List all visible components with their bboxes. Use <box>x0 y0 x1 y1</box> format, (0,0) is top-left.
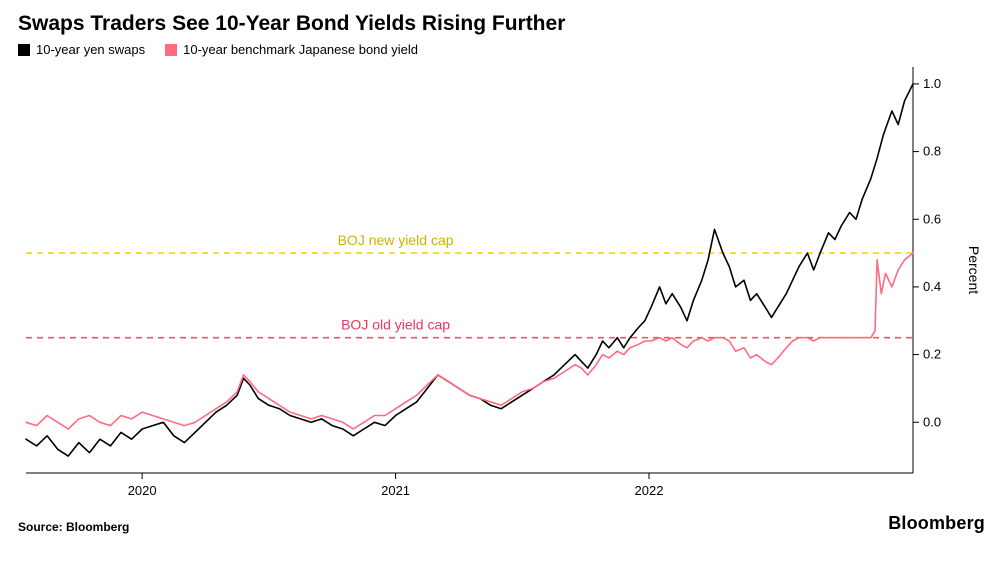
legend-label-bond: 10-year benchmark Japanese bond yield <box>183 42 418 57</box>
boj-old-cap-label: BOJ old yield cap <box>341 317 450 333</box>
source-text: Source: Bloomberg <box>18 520 129 534</box>
svg-text:Percent: Percent <box>966 246 982 294</box>
svg-text:2022: 2022 <box>635 483 664 498</box>
svg-text:0.4: 0.4 <box>923 279 941 294</box>
legend: 10-year yen swaps 10-year benchmark Japa… <box>18 42 985 57</box>
brand-logo: Bloomberg <box>888 513 985 534</box>
legend-swatch-bond <box>165 44 177 56</box>
legend-item-swaps: 10-year yen swaps <box>18 42 145 57</box>
chart-area: 0.0 0.2 0.4 0.6 0.8 1.0 Percent 2020 2021 2022 BOJ… <box>18 59 985 507</box>
svg-text:2021: 2021 <box>381 483 410 498</box>
svg-text:0.2: 0.2 <box>923 347 941 362</box>
legend-label-swaps: 10-year yen swaps <box>36 42 145 57</box>
chart-title: Swaps Traders See 10-Year Bond Yields Ri… <box>18 12 985 36</box>
line-chart: 0.0 0.2 0.4 0.6 0.8 1.0 Percent 2020 2021 2022 BOJ… <box>18 59 985 507</box>
svg-text:1.0: 1.0 <box>923 76 941 91</box>
svg-text:0.0: 0.0 <box>923 414 941 429</box>
legend-swatch-swaps <box>18 44 30 56</box>
svg-text:0.8: 0.8 <box>923 144 941 159</box>
legend-item-bond: 10-year benchmark Japanese bond yield <box>165 42 418 57</box>
svg-text:2020: 2020 <box>128 483 157 498</box>
boj-new-cap-label: BOJ new yield cap <box>338 232 454 248</box>
svg-text:0.6: 0.6 <box>923 211 941 226</box>
